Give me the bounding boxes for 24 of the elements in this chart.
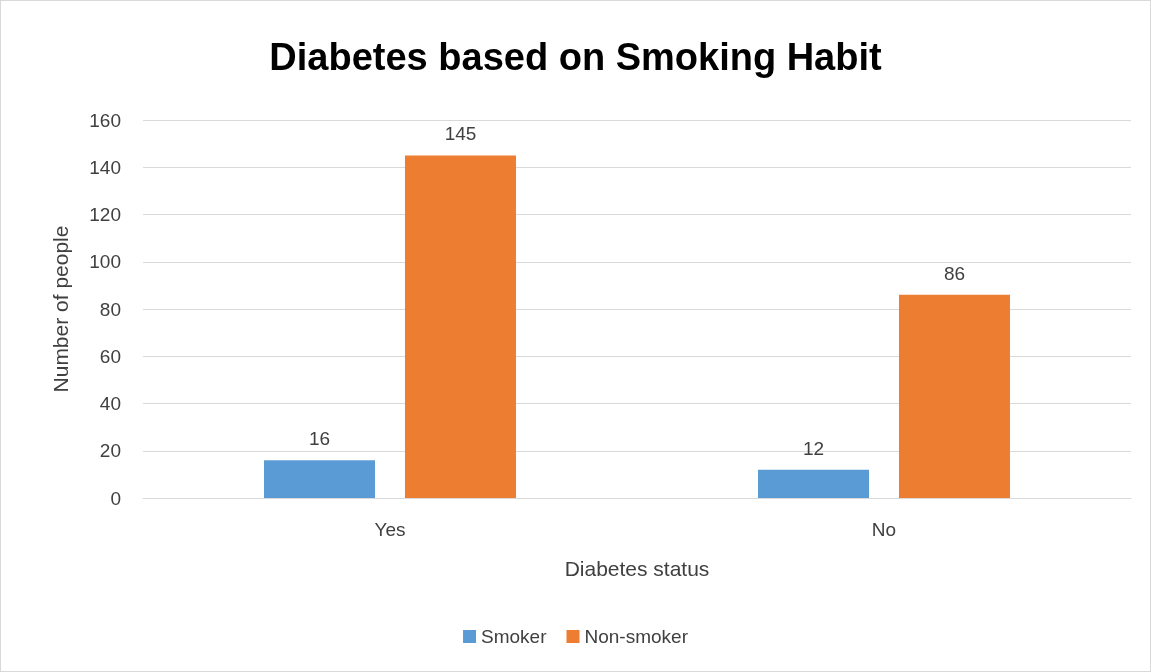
bar (404, 155, 516, 498)
legend-label: Smoker (481, 626, 548, 647)
y-tick-label: 60 (99, 345, 121, 367)
bar (758, 469, 870, 498)
data-label: 86 (943, 262, 966, 284)
data-label: 16 (308, 428, 331, 450)
legend-label: Non-smoker (584, 626, 689, 647)
y-axis-title: Number of people (49, 225, 72, 393)
data-label: 145 (444, 123, 477, 145)
y-tick-label: 140 (89, 156, 121, 178)
x-tick-label: No (871, 519, 897, 540)
y-tick-label: 40 (99, 393, 121, 414)
y-tick-label: 0 (110, 487, 121, 509)
chart-title: Diabetes based on Smoking Habit (269, 36, 883, 78)
x-axis-title: Diabetes status (564, 557, 710, 580)
y-tick-label: 80 (99, 298, 121, 320)
data-label: 12 (802, 437, 825, 459)
y-tick-label: 160 (89, 109, 121, 131)
bar (898, 294, 1010, 498)
x-tick-label: Yes (374, 519, 406, 540)
y-tick-label: 20 (99, 440, 121, 462)
y-tick-label: 120 (89, 204, 121, 225)
bar (264, 460, 376, 498)
y-tick-label: 100 (89, 251, 121, 273)
